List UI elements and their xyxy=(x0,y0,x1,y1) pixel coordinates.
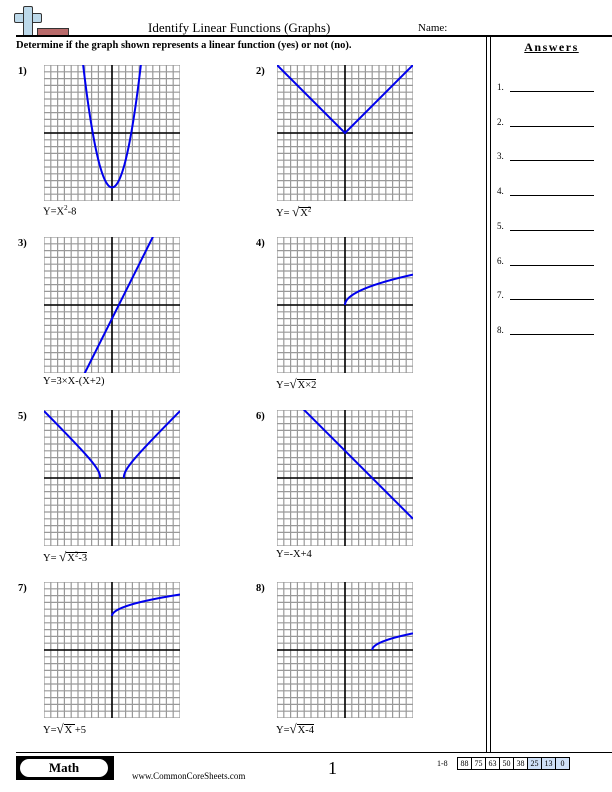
answer-label: 4. xyxy=(497,186,504,197)
score-cell: 25 xyxy=(527,757,542,770)
answer-label: 3. xyxy=(497,151,504,162)
answer-label: 1. xyxy=(497,82,504,92)
answer-blank[interactable] xyxy=(510,299,594,301)
graph-1 xyxy=(43,61,181,202)
equation-label: Y=√X-4 xyxy=(276,721,314,736)
answer-label: 7. xyxy=(497,290,504,301)
graph-8 xyxy=(276,581,414,719)
question-number: 7) xyxy=(18,583,27,594)
score-table: 88 75 63 50 38 25 13 0 xyxy=(457,757,570,770)
equation-label: Y=-X+4 xyxy=(276,549,312,560)
graph-5 xyxy=(43,409,181,547)
score-cell: 50 xyxy=(499,757,514,770)
answer-label: 6. xyxy=(497,255,504,266)
equation-label: Y= √X2 xyxy=(276,204,312,219)
question-number: 4) xyxy=(256,238,265,249)
score-cell: 38 xyxy=(513,757,528,770)
answer-blank[interactable] xyxy=(510,333,594,335)
graph-6 xyxy=(276,406,414,547)
answer-blank[interactable] xyxy=(510,91,594,92)
divider-left xyxy=(486,36,487,752)
footer-rule xyxy=(16,752,612,753)
question-number: 8) xyxy=(256,583,265,594)
logo-cross-vertical xyxy=(23,6,33,37)
instructions: Determine if the graph shown represents … xyxy=(16,40,352,51)
question-number: 2) xyxy=(256,66,265,77)
question-number: 3) xyxy=(18,238,27,249)
score-cell: 88 xyxy=(457,757,472,770)
equation-label: Y= √X2-3 xyxy=(43,549,88,564)
answer-blank[interactable] xyxy=(510,264,594,266)
answer-blank[interactable] xyxy=(510,229,594,231)
score-cell: 63 xyxy=(485,757,500,770)
graph-7 xyxy=(43,581,181,719)
answer-blank[interactable] xyxy=(510,195,594,197)
graph-2 xyxy=(276,64,414,202)
answers-title: Answers xyxy=(524,40,579,54)
answer-label: 5. xyxy=(497,220,504,231)
page-number: 1 xyxy=(328,758,337,778)
score-cell: 13 xyxy=(541,757,556,770)
name-label: Name: xyxy=(418,22,448,34)
score-range-label: 1-8 xyxy=(437,759,448,768)
graph-3 xyxy=(43,233,181,377)
answer-blank[interactable] xyxy=(510,125,594,127)
score-cell: 0 xyxy=(555,757,570,770)
equation-label: Y=√X×2 xyxy=(276,376,317,391)
header-rule xyxy=(16,35,612,37)
divider-right xyxy=(490,36,491,752)
graph-4 xyxy=(276,236,414,374)
answer-label: 8. xyxy=(497,324,504,335)
site-url: www.CommonCoreSheets.com xyxy=(132,771,246,781)
equation-label: Y=X2-8 xyxy=(43,204,77,218)
equation-label: Y=√X +5 xyxy=(43,721,87,736)
worksheet-title: Identify Linear Functions (Graphs) xyxy=(148,20,331,35)
subject-label: Math xyxy=(20,759,108,777)
answer-label: 2. xyxy=(497,116,504,127)
answer-blank[interactable] xyxy=(510,160,594,162)
question-number: 1) xyxy=(18,66,27,77)
question-number: 5) xyxy=(18,411,27,422)
score-cell: 75 xyxy=(471,757,486,770)
question-number: 6) xyxy=(256,411,265,422)
equation-label: Y=3×X-(X+2) xyxy=(43,376,105,387)
